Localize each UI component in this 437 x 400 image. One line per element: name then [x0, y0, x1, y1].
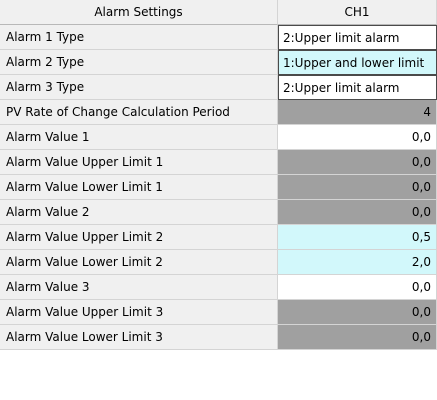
- row-label-alarm-value-upper-limit-2: Alarm Value Upper Limit 2: [0, 225, 278, 250]
- ch1-value-alarm-value-3[interactable]: 0,0: [278, 275, 437, 300]
- ch1-value-alarm-value-2[interactable]: 0,0: [278, 200, 437, 225]
- ch1-value-alarm-value-lower-limit-2[interactable]: 2,0: [278, 250, 437, 275]
- row-label-alarm-value-2: Alarm Value 2: [0, 200, 278, 225]
- row-label-alarm-value-upper-limit-1: Alarm Value Upper Limit 1: [0, 150, 278, 175]
- row-label-alarm-3-type: Alarm 3 Type: [0, 75, 278, 100]
- row-label-alarm-value-3: Alarm Value 3: [0, 275, 278, 300]
- ch1-value-pv-rate-of-change-calculation-period[interactable]: 4: [278, 100, 437, 125]
- ch1-value-alarm-value-1[interactable]: 0,0: [278, 125, 437, 150]
- row-label-alarm-2-type: Alarm 2 Type: [0, 50, 278, 75]
- ch1-value-alarm-value-upper-limit-1[interactable]: 0,0: [278, 150, 437, 175]
- row-label-alarm-value-lower-limit-2: Alarm Value Lower Limit 2: [0, 250, 278, 275]
- ch1-value-alarm-2-type[interactable]: 1:Upper and lower limit: [278, 50, 437, 75]
- row-label-pv-rate-of-change-calculation-period: PV Rate of Change Calculation Period: [0, 100, 278, 125]
- alarm-settings-table: Alarm Settings CH1 Alarm 1 Type 2:Upper l…: [0, 0, 437, 350]
- column-header-ch1[interactable]: CH1: [278, 0, 437, 25]
- ch1-value-alarm-1-type[interactable]: 2:Upper limit alarm: [278, 25, 437, 50]
- row-label-alarm-1-type: Alarm 1 Type: [0, 25, 278, 50]
- ch1-value-alarm-value-upper-limit-3[interactable]: 0,0: [278, 300, 437, 325]
- ch1-value-alarm-3-type[interactable]: 2:Upper limit alarm: [278, 75, 437, 100]
- row-label-alarm-value-lower-limit-1: Alarm Value Lower Limit 1: [0, 175, 278, 200]
- ch1-value-alarm-value-upper-limit-2[interactable]: 0,5: [278, 225, 437, 250]
- column-header-alarm-settings[interactable]: Alarm Settings: [0, 0, 278, 25]
- ch1-value-alarm-value-lower-limit-3[interactable]: 0,0: [278, 325, 437, 350]
- row-label-alarm-value-upper-limit-3: Alarm Value Upper Limit 3: [0, 300, 278, 325]
- row-label-alarm-value-lower-limit-3: Alarm Value Lower Limit 3: [0, 325, 278, 350]
- row-label-alarm-value-1: Alarm Value 1: [0, 125, 278, 150]
- ch1-value-alarm-value-lower-limit-1[interactable]: 0,0: [278, 175, 437, 200]
